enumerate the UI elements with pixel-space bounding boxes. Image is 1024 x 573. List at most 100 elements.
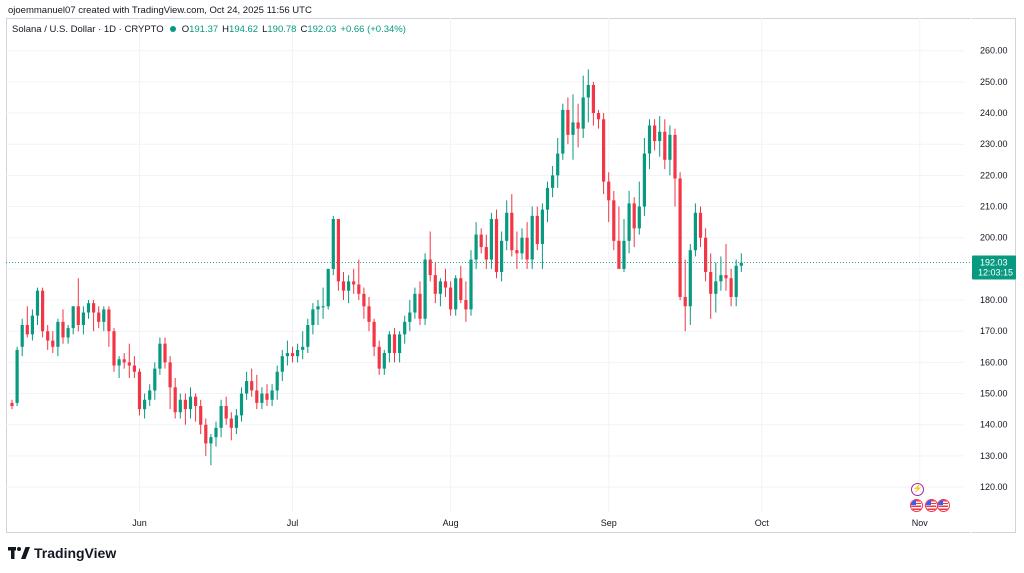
candle-up bbox=[520, 228, 524, 260]
candle-body bbox=[168, 362, 172, 388]
y-tick-label: 150.00 bbox=[980, 389, 1008, 399]
candle-body bbox=[714, 281, 718, 294]
candle-body bbox=[622, 240, 626, 269]
candle-down bbox=[46, 324, 50, 350]
candle-body bbox=[336, 219, 340, 282]
candle-down bbox=[255, 374, 259, 410]
candle-body bbox=[143, 399, 147, 410]
candle-body bbox=[56, 321, 60, 347]
candle-body bbox=[173, 387, 177, 413]
candle-body bbox=[658, 131, 662, 142]
candle-body bbox=[647, 125, 652, 154]
candle-body bbox=[270, 390, 274, 400]
candle-body bbox=[535, 215, 539, 244]
candle-body bbox=[260, 393, 264, 403]
candle-down bbox=[484, 234, 488, 269]
candle-down bbox=[459, 265, 463, 304]
y-tick-label: 180.00 bbox=[980, 295, 1008, 305]
candle-up bbox=[81, 306, 85, 335]
candle-body bbox=[10, 402, 14, 407]
candle-up bbox=[571, 94, 575, 160]
candle-down bbox=[678, 172, 682, 301]
y-tick-label: 250.00 bbox=[980, 77, 1008, 87]
candle-body bbox=[387, 334, 391, 354]
candle-down bbox=[525, 222, 529, 269]
candle-down bbox=[632, 197, 636, 248]
candle-body bbox=[489, 219, 493, 260]
candle-body bbox=[637, 206, 641, 229]
candle-down bbox=[729, 268, 733, 307]
candle-body bbox=[122, 359, 126, 363]
candle-body bbox=[413, 293, 417, 313]
brand-name: TradingView bbox=[34, 545, 117, 561]
y-tick-label: 220.00 bbox=[980, 170, 1008, 180]
candle-up bbox=[143, 393, 147, 419]
candle-body bbox=[612, 200, 616, 241]
candle-down bbox=[168, 356, 172, 410]
candle-body bbox=[306, 324, 310, 347]
candle-down bbox=[673, 128, 677, 207]
candle-body bbox=[698, 212, 703, 238]
us-flag-icon[interactable] bbox=[910, 499, 923, 512]
candle-body bbox=[556, 153, 560, 176]
candle-down bbox=[576, 103, 580, 148]
candle-down bbox=[433, 262, 437, 304]
candle-down bbox=[224, 396, 228, 425]
candle-down bbox=[510, 194, 514, 257]
candle-body bbox=[561, 109, 565, 154]
candle-down bbox=[596, 109, 601, 129]
candle-body bbox=[362, 293, 366, 307]
candle-body bbox=[199, 406, 203, 425]
candle-down bbox=[61, 309, 65, 344]
candle-down bbox=[698, 206, 703, 248]
candle-down bbox=[418, 281, 422, 325]
candle-up bbox=[398, 331, 402, 363]
candle-body bbox=[112, 331, 116, 366]
candle-up bbox=[306, 318, 310, 354]
candle-up bbox=[551, 166, 555, 198]
candle-body bbox=[367, 306, 371, 322]
candle-body bbox=[392, 334, 397, 354]
candle-body bbox=[576, 122, 580, 129]
flash-event-icon[interactable]: ⚡ bbox=[911, 483, 924, 496]
candle-body bbox=[423, 259, 427, 319]
candle-up bbox=[158, 337, 162, 375]
candle-body bbox=[719, 275, 723, 282]
candle-body bbox=[663, 131, 667, 160]
candle-up bbox=[693, 203, 697, 257]
candle-up bbox=[301, 331, 305, 360]
candle-up bbox=[561, 103, 565, 160]
candle-up bbox=[688, 243, 692, 325]
candle-body bbox=[341, 281, 346, 291]
us-flag-icon[interactable] bbox=[937, 499, 950, 512]
candle-body bbox=[566, 109, 570, 135]
candle-body bbox=[642, 153, 646, 207]
tradingview-brand[interactable]: TradingView bbox=[8, 545, 116, 561]
candle-up bbox=[56, 318, 60, 357]
candle-down bbox=[183, 393, 187, 425]
us-flag-icon[interactable] bbox=[925, 499, 938, 512]
candle-body bbox=[132, 365, 136, 372]
candle-body bbox=[678, 178, 682, 297]
candle-body bbox=[245, 381, 249, 394]
candle-up bbox=[234, 409, 238, 435]
candle-body bbox=[86, 303, 91, 313]
candle-up bbox=[275, 365, 279, 400]
candle-up bbox=[117, 356, 121, 378]
candle-down bbox=[290, 346, 295, 363]
candlestick-chart[interactable]: 120.00 130.00 140.00 150.00 160.00 170.00 180.… bbox=[6, 18, 1016, 533]
candle-down bbox=[92, 300, 96, 332]
candle-up bbox=[545, 181, 550, 223]
candle-down bbox=[265, 384, 269, 407]
candle-body bbox=[301, 346, 305, 350]
candle-body bbox=[474, 234, 478, 260]
candle-body bbox=[224, 406, 228, 419]
symbol-title[interactable]: Solana / U.S. Dollar · 1D · CRYPTO bbox=[12, 24, 164, 35]
candle-up bbox=[454, 275, 458, 316]
last-price-tag: 192.03 12:03:15 bbox=[972, 255, 1016, 280]
market-status-dot bbox=[169, 26, 176, 32]
time-axis: Jun Jul Aug Sep Oct Nov bbox=[132, 518, 928, 528]
candle-down bbox=[372, 318, 376, 357]
candle-body bbox=[15, 349, 19, 403]
x-tick-label: Nov bbox=[912, 518, 929, 528]
